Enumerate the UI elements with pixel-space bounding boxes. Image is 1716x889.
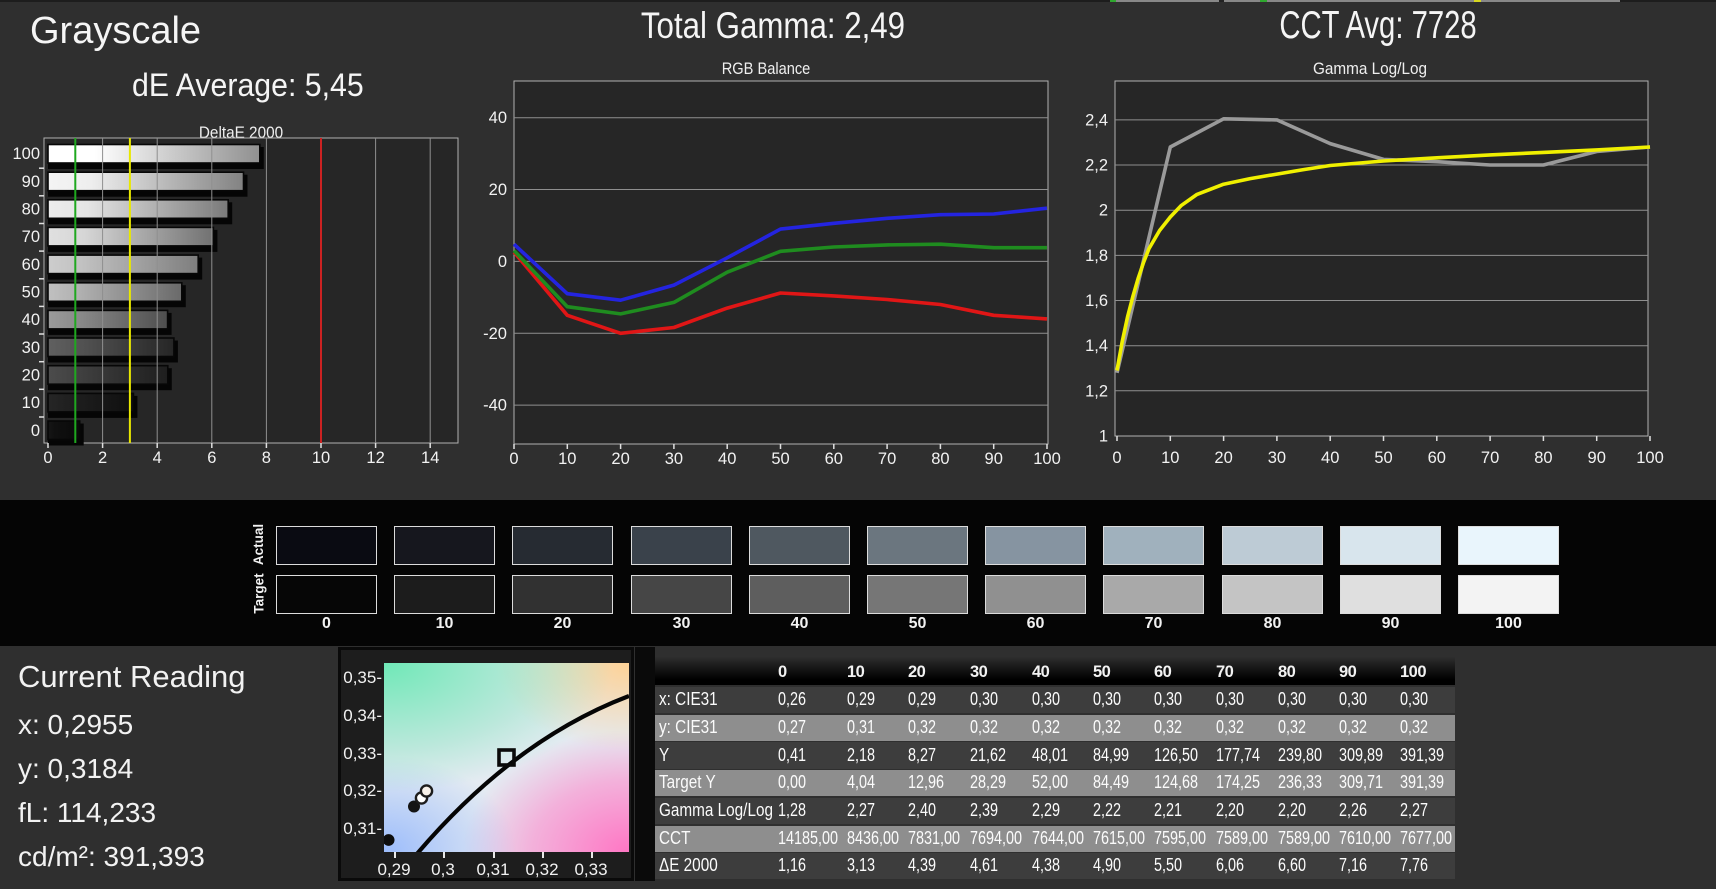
svg-text:30: 30 [22, 339, 40, 357]
svg-text:80: 80 [1534, 449, 1552, 467]
svg-text:80: 80 [22, 201, 40, 219]
svg-text:40: 40 [489, 109, 507, 127]
svg-text:80: 80 [931, 450, 949, 468]
svg-text:70: 70 [22, 228, 40, 246]
svg-text:0: 0 [31, 422, 40, 440]
svg-text:20: 20 [22, 366, 40, 384]
svg-text:90: 90 [22, 173, 40, 191]
svg-text:70: 70 [1481, 449, 1499, 467]
svg-text:0: 0 [498, 253, 507, 271]
svg-text:1,6: 1,6 [1085, 292, 1108, 310]
svg-text:40: 40 [718, 450, 736, 468]
svg-text:10: 10 [558, 450, 576, 468]
svg-text:50: 50 [22, 284, 40, 302]
svg-text:8: 8 [262, 449, 271, 467]
svg-text:0: 0 [43, 449, 52, 467]
svg-text:1,4: 1,4 [1085, 337, 1108, 355]
svg-text:100: 100 [12, 145, 40, 163]
svg-text:10: 10 [312, 449, 330, 467]
svg-text:2,4: 2,4 [1085, 111, 1108, 129]
svg-text:1,2: 1,2 [1085, 382, 1108, 400]
svg-text:2: 2 [98, 449, 107, 467]
svg-text:100: 100 [1033, 450, 1061, 468]
svg-text:1,8: 1,8 [1085, 247, 1108, 265]
svg-text:30: 30 [1268, 449, 1286, 467]
svg-text:20: 20 [489, 181, 507, 199]
svg-text:30: 30 [665, 450, 683, 468]
svg-text:10: 10 [1161, 449, 1179, 467]
svg-text:10: 10 [22, 394, 40, 412]
svg-text:14: 14 [421, 449, 439, 467]
svg-text:-40: -40 [483, 397, 507, 415]
svg-text:40: 40 [22, 311, 40, 329]
svg-text:0: 0 [509, 450, 518, 468]
svg-text:90: 90 [1588, 449, 1606, 467]
svg-text:20: 20 [611, 450, 629, 468]
svg-text:60: 60 [22, 256, 40, 274]
svg-text:-20: -20 [483, 325, 507, 343]
svg-text:12: 12 [366, 449, 384, 467]
svg-text:0: 0 [1112, 449, 1121, 467]
svg-text:90: 90 [985, 450, 1003, 468]
svg-text:20: 20 [1214, 449, 1232, 467]
svg-text:50: 50 [1374, 449, 1392, 467]
svg-text:2,2: 2,2 [1085, 157, 1108, 175]
svg-text:4: 4 [153, 449, 162, 467]
svg-text:1: 1 [1099, 428, 1108, 446]
svg-text:50: 50 [771, 450, 789, 468]
svg-text:70: 70 [878, 450, 896, 468]
svg-text:6: 6 [207, 449, 216, 467]
svg-text:60: 60 [1428, 449, 1446, 467]
svg-text:60: 60 [825, 450, 843, 468]
svg-text:100: 100 [1636, 449, 1664, 467]
svg-text:2: 2 [1099, 202, 1108, 220]
svg-text:40: 40 [1321, 449, 1339, 467]
